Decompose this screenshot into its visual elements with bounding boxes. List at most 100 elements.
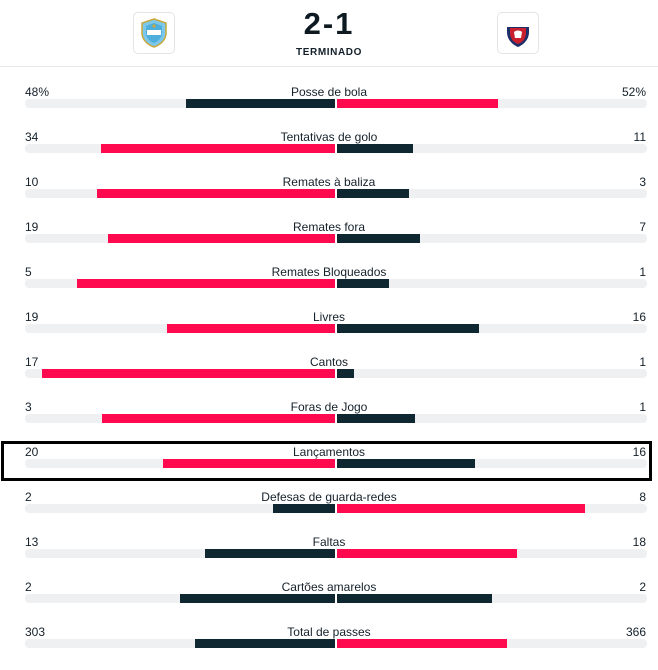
home-value: 20: [25, 445, 39, 459]
stat-label: Remates à baliza: [282, 175, 376, 189]
stat-label: Defesas de guarda-redes: [261, 490, 397, 504]
away-bar: [337, 459, 475, 468]
stat-row-remates-bloqueados: 5 Remates Bloqueados 1: [0, 265, 658, 310]
home-value: 34: [25, 130, 39, 144]
away-value: 1: [639, 400, 646, 414]
home-bar-track: [25, 189, 335, 198]
away-value: 16: [632, 445, 646, 459]
stat-label: Posse de bola: [290, 85, 368, 99]
away-bar-track: [337, 144, 647, 153]
home-bar: [205, 549, 335, 558]
home-bar-track: [25, 324, 335, 333]
stat-label: Remates Bloqueados: [271, 265, 387, 279]
stat-row-cantos: 17 Cantos 1: [0, 355, 658, 400]
home-value: 3: [25, 400, 32, 414]
away-bar: [337, 99, 498, 108]
away-bar: [337, 369, 354, 378]
away-bar-track: [337, 99, 647, 108]
away-bar: [337, 189, 409, 198]
stat-row-remates-fora: 19 Remates fora 7: [0, 220, 658, 265]
stat-row-posse-de-bola: 48% Posse de bola 52%: [0, 85, 658, 130]
home-bar-track: [25, 414, 335, 423]
home-bar-track: [25, 639, 335, 648]
away-bar-track: [337, 549, 647, 558]
home-value: 303: [25, 625, 46, 639]
away-value: 3: [639, 175, 646, 189]
away-value: 18: [632, 535, 646, 549]
home-value: 2: [25, 490, 32, 504]
stat-label: Cartões amarelos: [281, 580, 377, 594]
away-value: 8: [639, 490, 646, 504]
away-bar-track: [337, 594, 647, 603]
home-bar: [102, 414, 335, 423]
match-score: 2-1: [303, 6, 355, 41]
away-bar: [337, 504, 585, 513]
home-bar-track: [25, 594, 335, 603]
home-bar: [273, 504, 335, 513]
away-bar: [337, 279, 389, 288]
away-value: 52%: [621, 85, 646, 99]
match-header: 2-1 TERMINADO: [0, 0, 658, 67]
home-value: 10: [25, 175, 39, 189]
home-value: 19: [25, 310, 39, 324]
away-bar-track: [337, 369, 647, 378]
home-value: 17: [25, 355, 39, 369]
home-bar-track: [25, 549, 335, 558]
stat-row-defesas-de-guarda-redes: 2 Defesas de guarda-redes 8: [0, 490, 658, 535]
away-bar-track: [337, 324, 647, 333]
home-value: 5: [25, 265, 32, 279]
away-bar-track: [337, 459, 647, 468]
away-bar: [337, 594, 492, 603]
home-bar-track: [25, 234, 335, 243]
stat-row-total-de-passes: 303 Total de passes 366: [0, 625, 658, 670]
home-bar: [101, 144, 335, 153]
stat-row-foras-de-jogo: 3 Foras de Jogo 1: [0, 400, 658, 445]
away-bar-track: [337, 234, 647, 243]
away-bar-track: [337, 414, 647, 423]
away-team-logo[interactable]: [497, 12, 539, 54]
away-bar: [337, 639, 507, 648]
home-bar: [108, 234, 335, 243]
home-bar: [195, 639, 335, 648]
away-value: 11: [633, 130, 646, 144]
home-bar: [77, 279, 335, 288]
home-bar-track: [25, 144, 335, 153]
stat-row-tentativas-de-golo: 34 Tentativas de golo 11: [0, 130, 658, 175]
home-value: 2: [25, 580, 32, 594]
stat-row-lancamentos: 20 Lançamentos 16: [0, 445, 658, 490]
stat-row-faltas: 13 Faltas 18: [0, 535, 658, 580]
stat-row-livres: 19 Livres 16: [0, 310, 658, 355]
home-bar: [186, 99, 335, 108]
stat-label: Livres: [312, 310, 345, 324]
stat-label: Remates fora: [292, 220, 366, 234]
away-team-crest-icon: [507, 22, 529, 47]
stat-row-cartoes-amarelos: 2 Cartões amarelos 2: [0, 580, 658, 625]
stat-label: Faltas: [312, 535, 346, 549]
home-value: 48%: [25, 85, 50, 99]
stat-label: Cantos: [309, 355, 349, 369]
away-bar: [337, 324, 479, 333]
stat-label: Total de passes: [287, 625, 371, 639]
away-bar-track: [337, 189, 647, 198]
selected-row-highlight: [1, 441, 652, 481]
home-team-logo[interactable]: [133, 12, 175, 54]
stat-label: Tentativas de golo: [280, 130, 378, 144]
home-bar: [163, 459, 335, 468]
away-bar: [337, 414, 415, 423]
home-bar: [167, 324, 335, 333]
away-bar: [337, 234, 420, 243]
away-bar: [337, 549, 517, 558]
away-bar-track: [337, 279, 647, 288]
away-value: 1: [639, 265, 646, 279]
home-bar-track: [25, 279, 335, 288]
home-bar: [97, 189, 335, 198]
away-value: 16: [632, 310, 646, 324]
away-value: 366: [625, 625, 646, 639]
home-bar: [180, 594, 335, 603]
away-value: 2: [639, 580, 646, 594]
home-value: 19: [25, 220, 39, 234]
home-bar-track: [25, 459, 335, 468]
home-bar-track: [25, 99, 335, 108]
away-value: 7: [639, 220, 646, 234]
stat-row-remates-a-baliza: 10 Remates à baliza 3: [0, 175, 658, 220]
